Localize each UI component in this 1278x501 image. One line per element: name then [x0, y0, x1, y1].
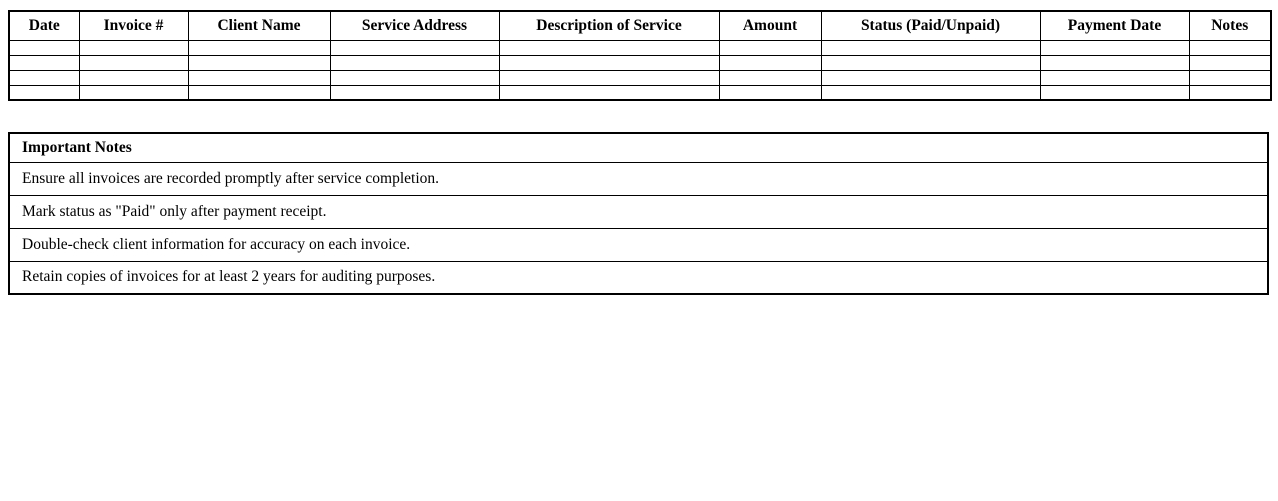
invoice-cell-description-of-service-row-4[interactable] — [498, 84, 720, 101]
invoice-cell-date-row-1[interactable] — [8, 39, 80, 56]
invoice-table-body — [8, 39, 1272, 101]
invoice-log-table: Date Invoice # Client Name Service Address D… — [8, 10, 1272, 101]
invoice-cell-invoice-row-1[interactable] — [78, 39, 189, 56]
invoice-cell-service-address-row-3[interactable] — [329, 69, 500, 86]
invoice-cell-payment-date-row-1[interactable] — [1039, 39, 1190, 56]
invoice-cell-status-paid-unpaid-row-3[interactable] — [820, 69, 1041, 86]
column-header-amount: Amount — [718, 10, 822, 41]
invoice-cell-description-of-service-row-1[interactable] — [498, 39, 720, 56]
invoice-cell-amount-row-4[interactable] — [718, 84, 822, 101]
invoice-empty-row-1 — [8, 39, 1272, 56]
invoice-cell-notes-row-4[interactable] — [1188, 84, 1272, 101]
invoice-cell-client-name-row-2[interactable] — [187, 54, 331, 71]
note-row-1: Ensure all invoices are recorded promptl… — [8, 161, 1269, 196]
invoice-cell-client-name-row-1[interactable] — [187, 39, 331, 56]
note-row-2: Mark status as "Paid" only after payment… — [8, 194, 1269, 229]
invoice-cell-payment-date-row-2[interactable] — [1039, 54, 1190, 71]
important-notes-header-row: Important Notes — [8, 132, 1269, 163]
note-item: Retain copies of invoices for at least 2… — [8, 260, 1269, 295]
note-item: Ensure all invoices are recorded promptl… — [8, 161, 1269, 196]
invoice-cell-date-row-3[interactable] — [8, 69, 80, 86]
invoice-empty-row-2 — [8, 54, 1272, 71]
column-header-notes: Notes — [1188, 10, 1272, 41]
note-item: Double-check client information for accu… — [8, 227, 1269, 262]
invoice-cell-payment-date-row-4[interactable] — [1039, 84, 1190, 101]
column-header-service-address: Service Address — [329, 10, 500, 41]
invoice-cell-amount-row-1[interactable] — [718, 39, 822, 56]
invoice-cell-invoice-row-3[interactable] — [78, 69, 189, 86]
invoice-empty-row-4 — [8, 84, 1272, 101]
invoice-cell-client-name-row-4[interactable] — [187, 84, 331, 101]
invoice-cell-description-of-service-row-3[interactable] — [498, 69, 720, 86]
invoice-cell-status-paid-unpaid-row-2[interactable] — [820, 54, 1041, 71]
invoice-cell-notes-row-3[interactable] — [1188, 69, 1272, 86]
note-item: Mark status as "Paid" only after payment… — [8, 194, 1269, 229]
invoice-cell-service-address-row-4[interactable] — [329, 84, 500, 101]
column-header-description-of-service: Description of Service — [498, 10, 720, 41]
invoice-cell-amount-row-3[interactable] — [718, 69, 822, 86]
invoice-cell-service-address-row-1[interactable] — [329, 39, 500, 56]
invoice-cell-notes-row-2[interactable] — [1188, 54, 1272, 71]
invoice-empty-row-3 — [8, 69, 1272, 86]
important-notes-title: Important Notes — [8, 132, 1269, 163]
invoice-cell-status-paid-unpaid-row-4[interactable] — [820, 84, 1041, 101]
invoice-cell-description-of-service-row-2[interactable] — [498, 54, 720, 71]
invoice-cell-invoice-row-4[interactable] — [78, 84, 189, 101]
column-header-invoice: Invoice # — [78, 10, 189, 41]
column-header-status-paid-unpaid: Status (Paid/Unpaid) — [820, 10, 1041, 41]
invoice-cell-notes-row-1[interactable] — [1188, 39, 1272, 56]
invoice-cell-date-row-4[interactable] — [8, 84, 80, 101]
note-row-4: Retain copies of invoices for at least 2… — [8, 260, 1269, 295]
column-header-date: Date — [8, 10, 80, 41]
invoice-cell-service-address-row-2[interactable] — [329, 54, 500, 71]
invoice-cell-payment-date-row-3[interactable] — [1039, 69, 1190, 86]
invoice-cell-amount-row-2[interactable] — [718, 54, 822, 71]
invoice-cell-invoice-row-2[interactable] — [78, 54, 189, 71]
important-notes-table: Important Notes Ensure all invoices are … — [8, 132, 1269, 295]
invoice-cell-client-name-row-3[interactable] — [187, 69, 331, 86]
important-notes-body: Ensure all invoices are recorded promptl… — [8, 161, 1269, 295]
invoice-table-header-row: Date Invoice # Client Name Service Address D… — [8, 10, 1272, 41]
column-header-client-name: Client Name — [187, 10, 331, 41]
note-row-3: Double-check client information for accu… — [8, 227, 1269, 262]
invoice-cell-status-paid-unpaid-row-1[interactable] — [820, 39, 1041, 56]
column-header-payment-date: Payment Date — [1039, 10, 1190, 41]
invoice-cell-date-row-2[interactable] — [8, 54, 80, 71]
